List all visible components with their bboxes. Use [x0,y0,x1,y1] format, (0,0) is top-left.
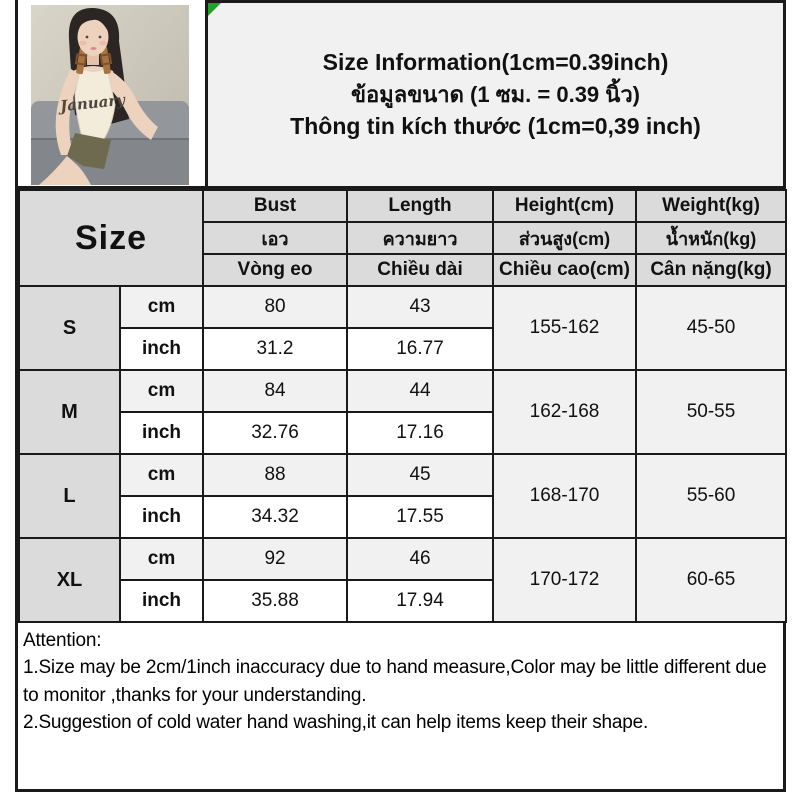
value-xl-length-cm: 46 [346,537,495,581]
right-buckle [99,53,113,66]
value-s-bust-cm: 80 [202,285,349,329]
value-m-height: 162-168 [492,369,638,455]
row-m-cm: M cm 84 44 162-168 50-55 [18,369,788,455]
top-section: January Size Information(1cm=0.39inch) ข… [18,0,783,189]
value-l-bust-inch: 34.32 [202,495,349,539]
value-s-weight: 45-50 [635,285,788,371]
unit-inch: inch [118,411,205,455]
row-m-inch: inch 32.76 17.16 [19,411,786,455]
value-m-bust-inch: 32.76 [202,411,349,455]
attention-note-1: 1.Size may be 2cm/1inch inaccuracy due t… [23,657,767,706]
attention-heading: Attention: [23,630,102,651]
value-s-length-cm: 43 [346,285,495,329]
value-xl-height: 170-172 [492,537,638,623]
row-l-inch: inch 34.32 17.55 [19,495,786,539]
value-m-weight: 50-55 [635,369,788,455]
size-label-m: M [18,369,121,455]
header-length-en: Length [346,189,495,223]
title-box: Size Information(1cm=0.39inch) ข้อมูลขนา… [205,0,783,186]
face [77,18,109,56]
size-label-l: L [18,453,121,539]
model-photo-illustration: January [31,5,189,185]
unit-inch: inch [118,495,205,539]
left-strap [76,46,87,75]
value-l-height: 168-170 [492,453,638,539]
unit-cm: cm [118,537,205,581]
header-row-en: Size Bust Length Height(cm) Weight(kg) [17,189,788,287]
value-l-length-cm: 45 [346,453,495,497]
header-bust-en: Bust [202,189,349,223]
unit-inch: inch [118,327,205,371]
value-s-bust-inch: 31.2 [202,327,349,371]
row-xl-inch: inch 35.88 17.94 [19,579,786,623]
size-header-cell: Size [17,189,205,287]
value-l-weight: 55-60 [635,453,788,539]
header-length-vi: Chiều dài [346,253,495,287]
value-xl-bust-inch: 35.88 [202,579,349,623]
header-bust-vi: Vòng eo [202,253,349,287]
size-chart-frame: January Size Information(1cm=0.39inch) ข… [15,0,788,792]
value-m-bust-cm: 84 [202,369,349,413]
size-label-s: S [18,285,121,371]
right-strap [100,46,111,75]
value-l-length-inch: 17.55 [346,495,495,539]
row-s-inch: inch 31.2 16.77 [19,327,786,371]
left-arm [55,69,80,155]
value-xl-weight: 60-65 [635,537,788,623]
size-label-xl: XL [18,537,121,623]
row-s-cm: S cm 80 43 155-162 45-50 [18,285,788,371]
value-xl-length-inch: 17.94 [346,579,495,623]
attention-note-2: 2.Suggestion of cold water hand washing,… [23,712,649,734]
left-buckle [74,53,88,66]
size-table: Size Bust Length Height(cm) Weight(kg) เ… [17,189,788,623]
right-arm [108,71,158,140]
header-height-en: Height(cm) [492,189,638,223]
value-m-length-cm: 44 [346,369,495,413]
unit-cm: cm [118,369,205,413]
title-vietnamese: Thông tin kích thước (1cm=0,39 inch) [290,113,701,140]
header-row-vi: Vòng eo Chiều dài Chiều cao(cm) Cân nặng… [19,253,788,287]
front-hair [77,13,110,33]
unit-cm: cm [118,285,205,329]
header-row-th: เอว ความยาว ส่วนสูง(cm) น้ำหนัก(kg) [19,221,788,255]
row-xl-cm: XL cm 92 46 170-172 60-65 [18,537,788,623]
green-corner-marker [208,3,221,16]
value-xl-bust-cm: 92 [202,537,349,581]
attention-section: Attention: 1.Size may be 2cm/1inch inacc… [18,623,783,736]
leg [39,156,91,185]
title-english: Size Information(1cm=0.39inch) [322,48,669,75]
row-l-cm: L cm 88 45 168-170 55-60 [18,453,788,539]
header-height-vi: Chiều cao(cm) [492,253,638,287]
header-weight-en: Weight(kg) [635,189,788,223]
lips [90,47,97,50]
value-s-length-inch: 16.77 [346,327,495,371]
shorts [67,133,111,169]
header-height-th: ส่วนสูง(cm) [492,221,638,255]
header-weight-th: น้ำหนัก(kg) [635,221,788,255]
model-photo: January [18,0,205,186]
value-s-height: 155-162 [492,285,638,371]
value-l-bust-cm: 88 [202,453,349,497]
value-m-length-inch: 17.16 [346,411,495,455]
header-length-th: ความยาว [346,221,495,255]
unit-cm: cm [118,453,205,497]
unit-inch: inch [118,579,205,623]
header-weight-vi: Cân nặng(kg) [635,253,788,287]
title-thai: ข้อมูลขนาด (1 ซม. = 0.39 นิ้ว) [350,81,640,107]
header-bust-th: เอว [202,221,349,255]
